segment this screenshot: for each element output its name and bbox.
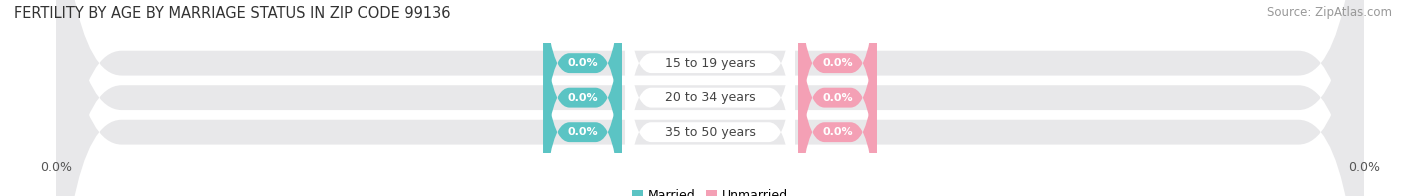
FancyBboxPatch shape <box>543 0 621 196</box>
FancyBboxPatch shape <box>56 0 1364 196</box>
Text: 20 to 34 years: 20 to 34 years <box>665 91 755 104</box>
Text: 0.0%: 0.0% <box>823 93 853 103</box>
Text: 35 to 50 years: 35 to 50 years <box>665 126 755 139</box>
Text: 0.0%: 0.0% <box>823 127 853 137</box>
FancyBboxPatch shape <box>56 0 1364 196</box>
Text: 0.0%: 0.0% <box>823 58 853 68</box>
FancyBboxPatch shape <box>799 0 877 191</box>
FancyBboxPatch shape <box>543 0 621 191</box>
Text: 0.0%: 0.0% <box>567 93 598 103</box>
FancyBboxPatch shape <box>799 0 877 196</box>
FancyBboxPatch shape <box>626 0 794 196</box>
Text: 0.0%: 0.0% <box>567 58 598 68</box>
Text: FERTILITY BY AGE BY MARRIAGE STATUS IN ZIP CODE 99136: FERTILITY BY AGE BY MARRIAGE STATUS IN Z… <box>14 6 450 21</box>
FancyBboxPatch shape <box>56 0 1364 196</box>
FancyBboxPatch shape <box>543 4 621 196</box>
FancyBboxPatch shape <box>626 0 794 191</box>
Text: 15 to 19 years: 15 to 19 years <box>665 57 755 70</box>
Legend: Married, Unmarried: Married, Unmarried <box>627 184 793 196</box>
Text: 0.0%: 0.0% <box>567 127 598 137</box>
FancyBboxPatch shape <box>626 4 794 196</box>
Text: Source: ZipAtlas.com: Source: ZipAtlas.com <box>1267 6 1392 19</box>
FancyBboxPatch shape <box>799 4 877 196</box>
